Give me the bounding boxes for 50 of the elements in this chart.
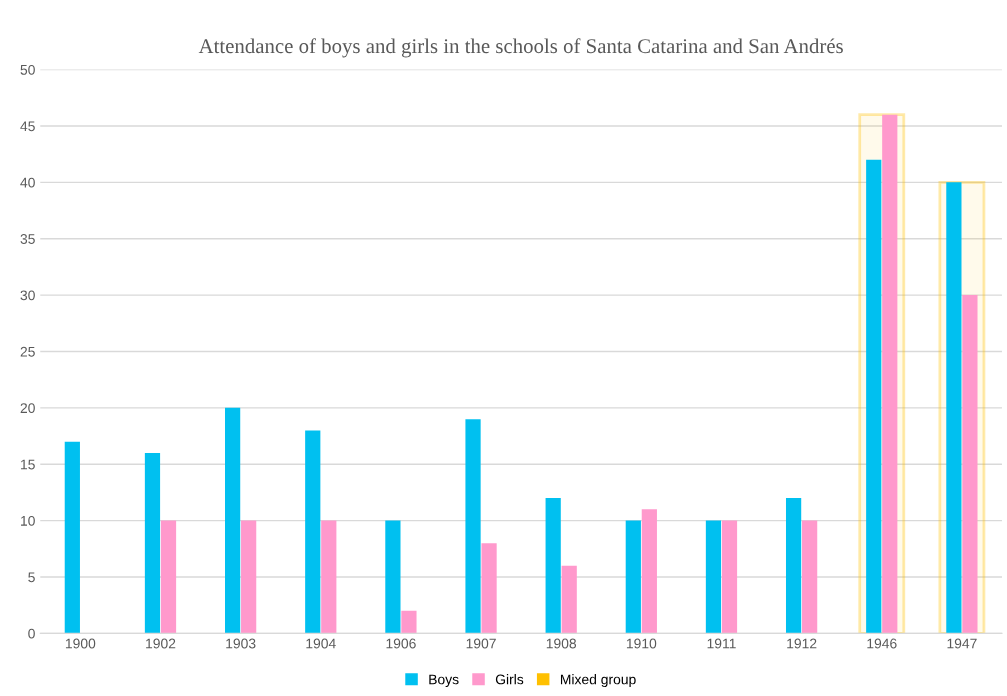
bar [882,114,898,634]
bar [721,520,738,634]
bar [785,498,802,634]
x-tick-label: 1907 [466,638,496,649]
y-tick-label: 15 [21,459,35,470]
x-tick-label: 1908 [546,638,577,649]
x-tick-label: 1904 [306,638,336,649]
bar [545,498,561,634]
x-tick-label: 1906 [386,638,416,649]
bar [305,430,321,634]
bar [962,295,978,634]
x-tick-label: 1946 [867,638,897,649]
legend-label: Girls [495,674,524,685]
y-tick-label: 25 [20,346,35,357]
y-tick-label: 30 [20,290,35,301]
y-tick-label: 20 [20,403,35,414]
chart-title: Attendance of boys and girls in the schools of Santa Catarina and San Andrés [198,38,843,58]
y-tick-label: 45 [20,121,35,132]
x-tick-label: 1910 [626,638,657,649]
y-tick-label: 40 [20,177,35,188]
x-tick-label: 1912 [787,638,817,649]
bar [802,520,818,634]
bar [321,520,337,634]
x-tick-label: 1902 [146,638,176,649]
x-tick-label: 1911 [707,638,736,649]
y-tick-label: 10 [21,515,35,526]
x-tick-label: 1947 [947,638,977,649]
bar [481,543,497,634]
y-tick-label: 50 [20,64,35,75]
bar [946,182,962,634]
bar [705,520,722,634]
bar [241,520,257,634]
y-tick-label: 5 [28,572,35,583]
bar [64,441,80,634]
bar [401,610,417,634]
bar [160,520,177,634]
bar [625,520,641,634]
y-tick-label: 35 [20,234,35,244]
x-tick-label: 1903 [226,638,256,649]
bar [385,520,401,634]
bar [225,407,241,634]
bar [561,565,577,634]
legend-label: Mixed group [560,674,636,688]
legend-label: Boys [429,674,459,688]
x-tick-label: 1900 [65,638,96,649]
bar [866,159,882,634]
y-tick-label: 0 [28,628,35,639]
bar [641,509,657,634]
bar [465,419,481,634]
bar [144,452,161,634]
